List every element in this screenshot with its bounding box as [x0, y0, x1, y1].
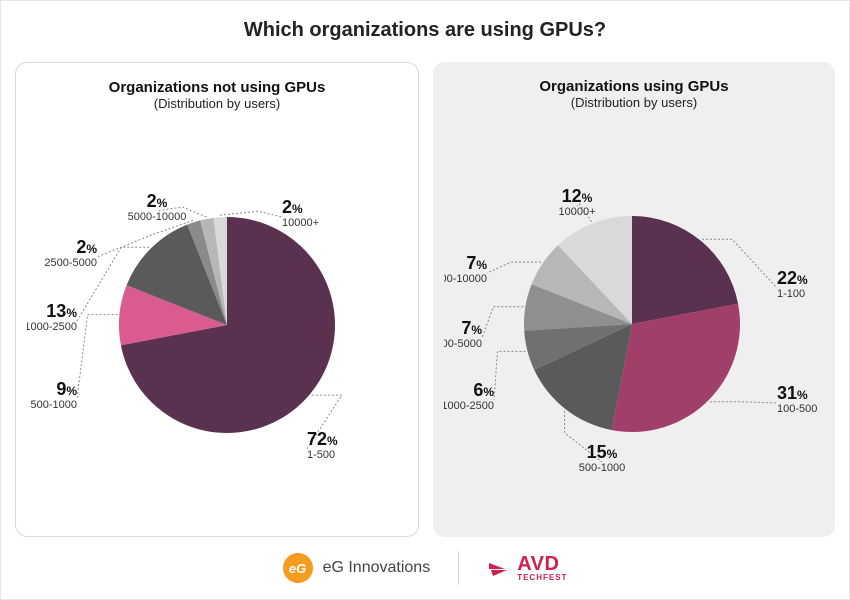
panel-right-title: Organizations using GPUs — [539, 78, 728, 95]
slice-range-label: 5000-10000 — [444, 273, 487, 285]
slice-percent-label: 2% — [282, 197, 303, 217]
slice-percent-label: 7% — [461, 318, 482, 338]
pie-chart-left: 72%1-5009%500-100013%1000-25002%2500-500… — [27, 117, 407, 477]
slice-percent-label: 6% — [473, 380, 494, 400]
brand-eg-innovations: eG eG Innovations — [283, 553, 431, 583]
pie-chart-right: 22%1-100 31%100-500 15%500-1000 6%1000-2500… — [444, 116, 824, 476]
slice-range-label: 1-100 — [777, 288, 805, 300]
footer-divider — [458, 551, 459, 585]
slice-range-label: 1-500 — [307, 449, 335, 461]
leader-line — [482, 307, 523, 338]
avd-logo-icon — [487, 557, 509, 579]
brand-avd-techfest: AVD TECHFEST — [487, 555, 567, 582]
figure-container: Which organizations are using GPUs? Orga… — [0, 0, 850, 600]
slice-range-label: 500-1000 — [31, 399, 78, 411]
brand-avd-main: AVD — [517, 555, 567, 573]
slice-range-label: 2500-5000 — [44, 257, 97, 269]
slice-percent-label: 31% — [777, 383, 808, 403]
slice-percent-label: 2% — [76, 237, 97, 257]
slice-range-label: 1000-2500 — [444, 400, 494, 412]
slice-percent-label: 22% — [777, 268, 808, 288]
slice-percent-label: 2% — [147, 191, 168, 211]
slice-range-label: 100-500 — [777, 403, 817, 415]
panel-not-using-gpus: Organizations not using GPUs (Distributi… — [15, 62, 419, 537]
panel-left-title: Organizations not using GPUs — [109, 79, 326, 96]
brand-avd-sub: TECHFEST — [517, 573, 567, 582]
slice-range-label: 500-1000 — [579, 462, 626, 474]
panel-left-subtitle: (Distribution by users) — [154, 96, 280, 111]
slice-range-label: 1000-2500 — [27, 321, 77, 333]
slice-percent-label: 7% — [466, 253, 487, 273]
slice-range-label: 10000+ — [558, 206, 595, 218]
slice-percent-label: 72% — [307, 429, 338, 449]
slice-range-label: 2500-5000 — [444, 338, 482, 350]
leader-line — [487, 262, 541, 273]
slice-range-label: 10000+ — [282, 217, 319, 229]
leader-line — [494, 351, 525, 400]
slice-percent-label: 13% — [46, 301, 77, 321]
brand-eg-label: eG Innovations — [323, 559, 431, 577]
slice-percent-label: 12% — [562, 186, 593, 206]
leader-line — [220, 211, 282, 217]
panels-row: Organizations not using GPUs (Distributi… — [15, 62, 835, 537]
eg-logo-icon: eG — [283, 553, 313, 583]
panel-right-subtitle: (Distribution by users) — [571, 95, 697, 110]
leader-line — [710, 402, 777, 403]
leader-line — [77, 315, 117, 399]
main-title: Which organizations are using GPUs? — [15, 19, 835, 42]
slice-percent-label: 9% — [56, 379, 77, 399]
footer-brands: eG eG Innovations AVD TECHFEST — [15, 537, 835, 585]
panel-using-gpus: Organizations using GPUs (Distribution b… — [433, 62, 835, 537]
slice-percent-label: 15% — [587, 442, 618, 462]
slice-range-label: 5000-10000 — [128, 211, 187, 223]
